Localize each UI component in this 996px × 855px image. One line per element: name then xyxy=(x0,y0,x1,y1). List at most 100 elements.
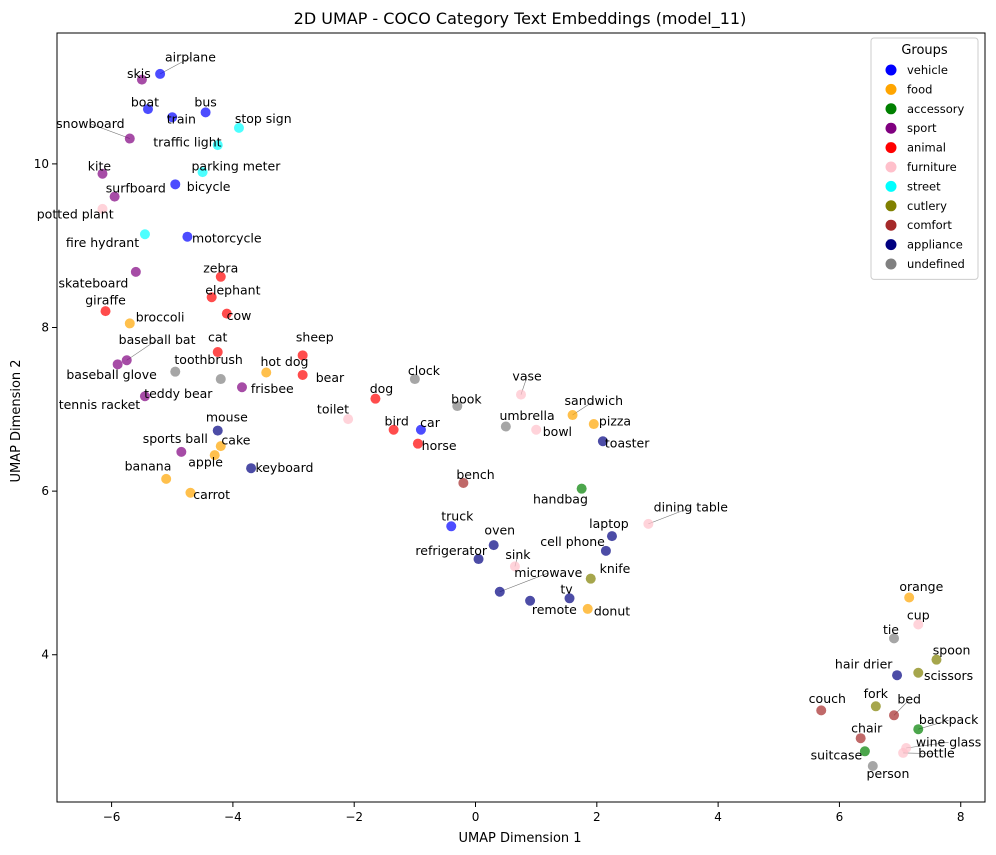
data-point xyxy=(509,561,520,572)
data-point xyxy=(588,419,599,430)
data-label: mouse xyxy=(206,410,248,425)
data-label: dining table xyxy=(654,499,729,514)
data-label: scissors xyxy=(924,668,973,683)
data-label: cup xyxy=(907,607,930,622)
data-point xyxy=(412,438,423,449)
data-label: donut xyxy=(594,603,630,618)
data-point xyxy=(112,359,123,370)
data-label: bed xyxy=(897,692,921,707)
y-tick-label: 4 xyxy=(41,648,49,662)
data-point xyxy=(600,545,611,556)
data-point xyxy=(473,554,484,565)
data-label: oven xyxy=(484,522,515,537)
data-label: teddy bear xyxy=(144,386,213,401)
data-point xyxy=(139,229,150,240)
legend-marker xyxy=(885,258,897,270)
data-label: orange xyxy=(899,579,943,594)
x-tick-label: −2 xyxy=(345,810,363,824)
data-label: chair xyxy=(851,720,883,735)
data-label: carrot xyxy=(193,487,230,502)
legend: Groups vehicle food accessory sport animal fu… xyxy=(870,37,979,280)
legend-title: Groups xyxy=(901,43,948,58)
x-tick-label: 0 xyxy=(472,810,480,824)
data-point xyxy=(931,654,942,665)
data-point xyxy=(409,374,420,385)
data-point xyxy=(167,112,178,123)
data-point xyxy=(206,292,217,303)
legend-marker xyxy=(885,103,897,115)
x-tick-label: −4 xyxy=(224,810,242,824)
legend-label: comfort xyxy=(907,218,952,232)
legend-marker xyxy=(885,161,897,173)
data-point xyxy=(582,603,593,614)
data-point xyxy=(124,318,135,329)
data-point xyxy=(343,414,354,425)
data-point xyxy=(212,140,223,151)
chart-title: 2D UMAP - COCO Category Text Embeddings … xyxy=(294,9,747,29)
legend-marker xyxy=(885,83,897,95)
data-point xyxy=(246,463,257,474)
axes: −6 −4 −2 0 2 4 6 8 4 6 8 10 xyxy=(34,157,965,824)
legend-label: appliance xyxy=(907,238,963,252)
data-point xyxy=(494,586,505,597)
data-point xyxy=(913,619,924,630)
data-point xyxy=(176,446,187,457)
data-label: bench xyxy=(456,467,494,482)
data-label: skis xyxy=(127,66,151,81)
legend-label: vehicle xyxy=(907,63,948,77)
data-label: tv xyxy=(560,581,573,596)
data-label: sports ball xyxy=(143,431,208,446)
data-point xyxy=(859,746,870,757)
data-label: bear xyxy=(316,370,345,385)
data-point xyxy=(898,747,909,758)
data-label: vase xyxy=(512,369,542,384)
data-label: bottle xyxy=(918,746,955,761)
data-point xyxy=(297,369,308,380)
data-label: surfboard xyxy=(106,180,166,195)
legend-marker xyxy=(885,64,897,76)
legend-label: cutlery xyxy=(907,199,947,213)
data-point xyxy=(567,410,578,421)
data-point xyxy=(904,592,915,603)
data-point xyxy=(155,68,166,79)
data-point xyxy=(215,441,226,452)
data-label: train xyxy=(167,112,196,127)
data-label: hair drier xyxy=(835,657,893,672)
legend-entries: vehicle food accessory sport animal furniture… xyxy=(885,63,965,271)
legend-marker xyxy=(885,142,897,154)
data-point xyxy=(109,191,120,202)
data-label: refrigerator xyxy=(415,543,488,558)
legend-label: accessory xyxy=(907,102,965,116)
data-point xyxy=(531,424,542,435)
data-point xyxy=(142,104,153,115)
data-point xyxy=(458,477,469,488)
data-label: banana xyxy=(125,459,172,474)
y-tick-label: 6 xyxy=(41,484,49,498)
legend-box xyxy=(870,37,979,280)
data-label: sink xyxy=(505,547,531,562)
data-label: baseball glove xyxy=(66,367,157,382)
data-label: broccoli xyxy=(136,310,185,325)
data-point xyxy=(261,367,272,378)
data-point xyxy=(97,168,108,179)
legend-marker xyxy=(885,200,897,212)
label-leader-line xyxy=(499,572,549,593)
data-label: motorcycle xyxy=(192,230,262,245)
data-point xyxy=(233,122,244,133)
data-label: hot dog xyxy=(260,354,308,369)
y-tick-label: 10 xyxy=(34,157,49,171)
data-point xyxy=(139,391,150,402)
data-point xyxy=(130,266,141,277)
label-leader-line xyxy=(903,752,937,755)
data-label: keyboard xyxy=(255,460,313,475)
plot-frame xyxy=(56,32,986,803)
data-point xyxy=(136,74,147,85)
data-point xyxy=(867,761,878,772)
data-label: bowl xyxy=(543,424,572,439)
data-label: suitcase xyxy=(811,747,863,762)
data-label: pizza xyxy=(599,414,631,429)
data-label: car xyxy=(420,415,441,430)
data-label: fork xyxy=(864,686,889,701)
data-point xyxy=(370,393,381,404)
data-point xyxy=(212,347,223,358)
